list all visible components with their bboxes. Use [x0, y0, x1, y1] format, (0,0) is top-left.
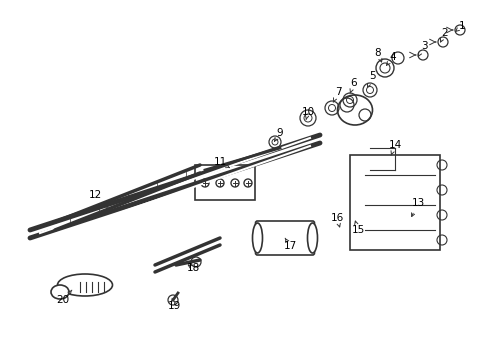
Text: 16: 16	[330, 213, 343, 227]
Ellipse shape	[337, 95, 372, 125]
Text: 14: 14	[387, 140, 401, 156]
Text: 19: 19	[167, 298, 180, 311]
Ellipse shape	[252, 223, 262, 253]
Text: 12: 12	[88, 190, 107, 207]
Text: 1: 1	[455, 21, 465, 31]
Text: 4: 4	[386, 52, 395, 65]
Text: 5: 5	[366, 71, 376, 87]
Ellipse shape	[307, 223, 317, 253]
Text: 13: 13	[410, 198, 424, 216]
Text: 3: 3	[417, 41, 427, 57]
Text: 11: 11	[213, 157, 229, 168]
Text: 9: 9	[274, 128, 283, 141]
Text: 15: 15	[351, 221, 364, 235]
Text: 18: 18	[186, 263, 199, 273]
Text: 10: 10	[301, 107, 314, 120]
Text: 2: 2	[440, 28, 447, 42]
Text: 6: 6	[349, 78, 357, 93]
Ellipse shape	[51, 285, 69, 299]
Text: 8: 8	[374, 48, 381, 62]
Text: 20: 20	[56, 290, 72, 305]
Bar	[349, 155, 439, 250]
Text: 17: 17	[283, 238, 296, 251]
Text: 7: 7	[332, 87, 341, 102]
FancyBboxPatch shape	[255, 221, 314, 255]
Ellipse shape	[58, 274, 112, 296]
Bar	[195, 165, 254, 200]
